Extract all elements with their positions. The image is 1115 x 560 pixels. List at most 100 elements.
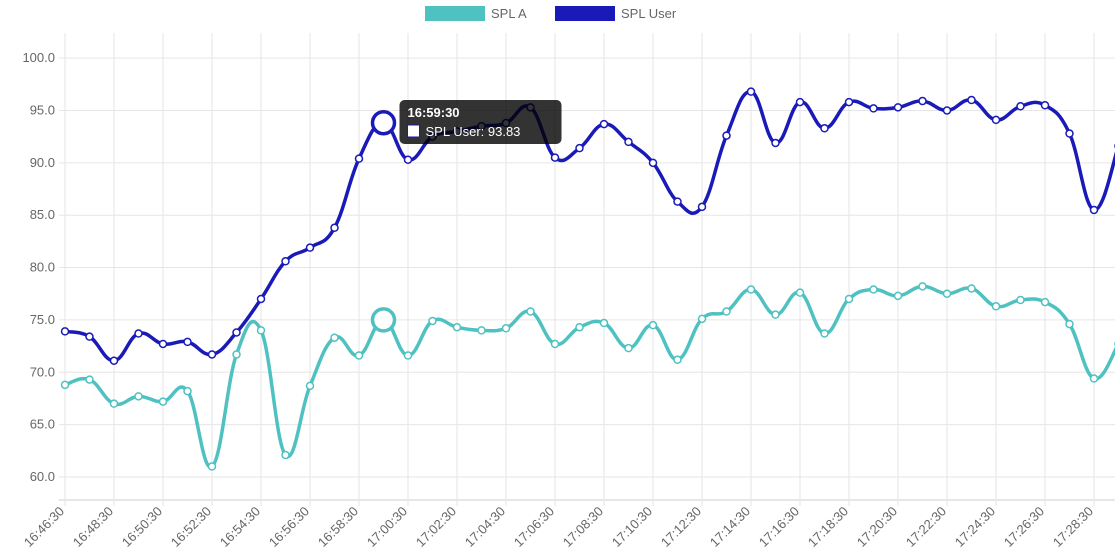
data-point[interactable]	[795, 288, 805, 297]
data-point[interactable]	[844, 294, 854, 304]
data-point[interactable]	[158, 339, 168, 349]
data-point[interactable]	[795, 97, 805, 107]
data-point[interactable]	[575, 322, 584, 332]
data-point[interactable]	[550, 339, 560, 349]
x-tick-label: 17:14:30	[707, 504, 753, 550]
data-point[interactable]	[673, 197, 682, 206]
data-point[interactable]	[967, 95, 976, 105]
x-tick-label: 17:08:30	[560, 504, 606, 550]
data-point[interactable]	[158, 397, 168, 406]
data-point[interactable]	[820, 329, 829, 338]
data-point[interactable]	[1040, 297, 1050, 307]
data-point[interactable]	[281, 257, 290, 266]
data-point[interactable]	[624, 343, 633, 353]
x-tick-label: 16:48:30	[70, 504, 116, 550]
data-point[interactable]	[942, 106, 952, 115]
x-tick-label: 16:52:30	[168, 504, 214, 550]
data-point[interactable]	[256, 326, 266, 335]
data-point[interactable]	[526, 307, 535, 316]
data-point[interactable]	[918, 282, 927, 291]
data-point[interactable]	[85, 332, 94, 341]
data-point[interactable]	[893, 291, 903, 301]
data-point[interactable]	[746, 285, 756, 294]
y-tick-label: 80.0	[30, 260, 55, 275]
data-point[interactable]	[722, 307, 731, 316]
data-point[interactable]	[330, 223, 339, 233]
data-point[interactable]	[354, 154, 364, 163]
x-tick-label: 17:20:30	[854, 504, 900, 550]
data-point[interactable]	[771, 138, 780, 148]
data-point[interactable]	[869, 285, 878, 294]
data-point[interactable]	[599, 318, 609, 328]
data-point[interactable]	[85, 375, 94, 384]
data-point[interactable]	[648, 320, 658, 330]
data-point[interactable]	[370, 109, 397, 136]
data-point[interactable]	[991, 302, 1001, 311]
data-point[interactable]	[1040, 100, 1050, 110]
data-point[interactable]	[134, 329, 143, 338]
data-point[interactable]	[697, 202, 707, 212]
x-tick-label: 16:54:30	[217, 504, 263, 550]
data-point[interactable]	[648, 158, 658, 168]
data-point[interactable]	[109, 356, 119, 365]
data-point[interactable]	[428, 316, 437, 326]
data-point[interactable]	[1016, 102, 1025, 111]
data-point[interactable]	[624, 137, 633, 147]
data-point[interactable]	[281, 450, 290, 460]
data-point[interactable]	[893, 103, 903, 112]
data-point[interactable]	[183, 386, 192, 396]
data-point[interactable]	[134, 392, 143, 401]
data-point[interactable]	[232, 328, 241, 337]
data-point[interactable]	[746, 87, 756, 96]
tooltip: 16:59:30 SPL User: 93.83	[399, 100, 562, 144]
x-tick-label: 17:12:30	[658, 504, 704, 550]
x-tick-label: 17:24:30	[952, 504, 998, 550]
data-point[interactable]	[820, 124, 829, 133]
data-point[interactable]	[1089, 374, 1099, 383]
data-point[interactable]	[232, 350, 241, 359]
data-point[interactable]	[575, 143, 584, 153]
data-point[interactable]	[967, 284, 976, 293]
data-point[interactable]	[330, 333, 339, 342]
y-tick-label: 100.0	[22, 50, 55, 65]
data-point[interactable]	[183, 337, 192, 347]
x-tick-label: 17:02:30	[413, 504, 459, 550]
data-point[interactable]	[305, 381, 315, 391]
data-point[interactable]	[477, 326, 486, 335]
data-point[interactable]	[844, 97, 854, 107]
y-tick-label: 95.0	[30, 102, 55, 117]
data-point[interactable]	[1065, 319, 1074, 329]
data-point[interactable]	[673, 355, 682, 364]
data-point[interactable]	[1016, 295, 1025, 305]
data-point[interactable]	[869, 104, 878, 113]
legend-label[interactable]: SPL A	[491, 6, 527, 21]
data-point[interactable]	[1065, 129, 1074, 138]
legend: SPL A SPL User	[425, 6, 677, 21]
data-point[interactable]	[207, 462, 217, 471]
data-point[interactable]	[60, 380, 70, 390]
data-point[interactable]	[60, 327, 70, 336]
data-point[interactable]	[991, 115, 1001, 125]
data-point[interactable]	[771, 310, 780, 319]
data-point[interactable]	[403, 155, 413, 164]
data-point[interactable]	[256, 294, 266, 304]
data-point[interactable]	[207, 350, 217, 359]
data-point[interactable]	[1089, 205, 1099, 215]
y-tick-label: 90.0	[30, 155, 55, 170]
data-point[interactable]	[452, 322, 462, 332]
data-point[interactable]	[354, 351, 364, 360]
data-point[interactable]	[403, 351, 413, 360]
data-point[interactable]	[550, 153, 560, 162]
data-point[interactable]	[599, 119, 609, 129]
data-point[interactable]	[697, 314, 707, 324]
tooltip-title: 16:59:30	[408, 105, 460, 120]
legend-label[interactable]: SPL User	[621, 6, 677, 21]
data-point[interactable]	[722, 131, 731, 140]
data-point[interactable]	[305, 243, 315, 252]
x-tick-label: 17:26:30	[1001, 504, 1047, 550]
data-point[interactable]	[109, 399, 119, 408]
data-point[interactable]	[918, 96, 927, 106]
data-point[interactable]	[501, 324, 511, 333]
data-point[interactable]	[370, 307, 397, 333]
data-point[interactable]	[942, 289, 952, 298]
